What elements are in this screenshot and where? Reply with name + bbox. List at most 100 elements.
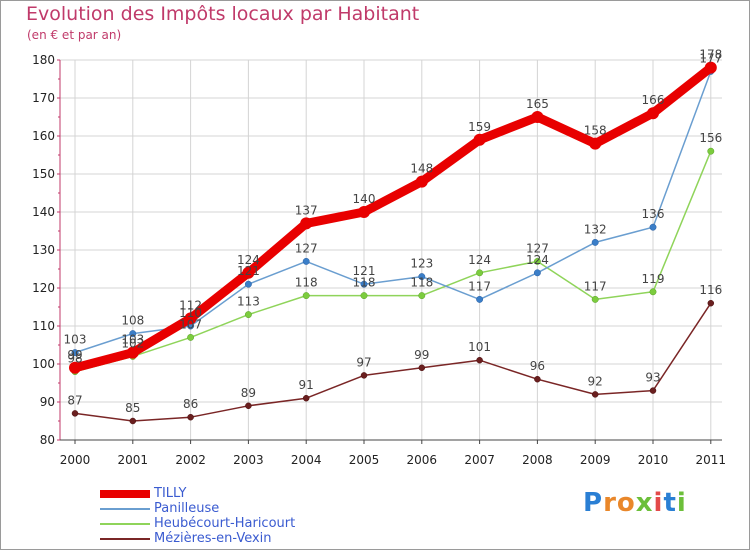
data-labels: 9910311212413714014815916515816617810310… xyxy=(64,48,723,415)
data-point-heubecourt-haricourt xyxy=(418,292,426,300)
data-point-panilleuse xyxy=(129,330,137,338)
data-point-mezieres-en-vexin xyxy=(129,417,137,425)
y-tick-label: 100 xyxy=(32,357,55,371)
logo-letter: o xyxy=(616,488,636,518)
data-point-mezieres-en-vexin xyxy=(534,375,541,383)
data-label-tilly: 137 xyxy=(295,203,318,217)
y-tick-label: 140 xyxy=(32,205,55,219)
data-point-mezieres-en-vexin xyxy=(476,356,483,364)
data-point-mezieres-en-vexin xyxy=(360,372,368,379)
data-label-mezieres-en-vexin: 96 xyxy=(530,359,545,373)
y-tick-label: 90 xyxy=(40,395,55,409)
x-tick-label: 2011 xyxy=(696,453,727,467)
data-label-tilly: 99 xyxy=(67,348,82,362)
data-point-tilly xyxy=(184,312,197,325)
data-label-mezieres-en-vexin: 89 xyxy=(241,386,256,400)
chart-title: Evolution des Impôts locaux par Habitant xyxy=(26,3,420,25)
data-point-panilleuse xyxy=(244,280,252,288)
data-point-mezieres-en-vexin xyxy=(649,387,657,394)
data-point-heubecourt-haricourt xyxy=(302,292,310,300)
data-point-panilleuse xyxy=(533,269,541,277)
logo-letter: P xyxy=(583,488,604,518)
legend-item-mezieres-en-vexin: Mézières-en-Vexin xyxy=(100,531,295,546)
data-label-tilly: 158 xyxy=(584,124,607,138)
data-label-heubecourt-haricourt: 117 xyxy=(584,279,607,293)
legend-item-panilleuse: Panilleuse xyxy=(100,501,295,516)
legend: TILLY Panilleuse Heubécourt-Haricourt Méziè… xyxy=(100,486,295,546)
y-tick-label: 130 xyxy=(32,243,55,257)
data-point-tilly xyxy=(589,137,602,150)
data-label-heubecourt-haricourt: 124 xyxy=(468,253,491,267)
data-label-mezieres-en-vexin: 93 xyxy=(645,371,660,385)
data-point-tilly xyxy=(358,206,370,218)
y-tick-label: 120 xyxy=(32,281,55,295)
data-point-heubecourt-haricourt xyxy=(533,257,541,265)
data-point-tilly xyxy=(300,217,313,230)
data-label-heubecourt-haricourt: 118 xyxy=(410,276,433,290)
logo-letter: t xyxy=(663,488,677,518)
logo-letter: i xyxy=(676,488,687,518)
logo-letter: x xyxy=(635,488,654,518)
y-tick-label: 180 xyxy=(32,53,55,67)
data-label-tilly: 159 xyxy=(468,120,491,134)
legend-label: Heubécourt-Haricourt xyxy=(154,516,296,531)
x-tick-label: 2001 xyxy=(118,453,149,467)
data-label-mezieres-en-vexin: 91 xyxy=(299,378,314,392)
x-tick-label: 2000 xyxy=(60,453,91,467)
x-tick-label: 2004 xyxy=(291,453,322,467)
data-label-mezieres-en-vexin: 116 xyxy=(699,283,722,297)
y-tick-label: 80 xyxy=(40,433,55,447)
data-point-heubecourt-haricourt xyxy=(707,147,715,155)
data-point-heubecourt-haricourt xyxy=(649,288,657,296)
data-point-tilly xyxy=(473,133,486,146)
data-label-tilly: 112 xyxy=(179,298,202,312)
data-point-tilly xyxy=(704,61,717,74)
data-label-panilleuse: 110 xyxy=(179,306,202,320)
data-point-tilly xyxy=(647,107,659,120)
data-point-panilleuse xyxy=(476,295,484,303)
y-tick-label: 110 xyxy=(32,319,55,333)
series-layer xyxy=(69,61,717,425)
data-label-mezieres-en-vexin: 97 xyxy=(356,355,371,369)
legend-label: Panilleuse xyxy=(154,501,220,516)
axes: 80 90 100 110 120 130 140 150 160 170 180 2000 2001 2… xyxy=(32,53,726,467)
data-label-heubecourt-haricourt: 119 xyxy=(642,272,665,286)
legend-swatch xyxy=(100,522,150,525)
data-label-panilleuse: 103 xyxy=(64,333,87,347)
data-label-panilleuse: 121 xyxy=(237,264,260,278)
data-label-heubecourt-haricourt: 127 xyxy=(526,241,549,255)
data-label-mezieres-en-vexin: 99 xyxy=(414,348,429,362)
data-label-panilleuse: 136 xyxy=(642,207,665,221)
grid-lines xyxy=(60,59,722,440)
legend-label: Mézières-en-Vexin xyxy=(154,531,272,546)
data-label-mezieres-en-vexin: 87 xyxy=(67,393,82,407)
data-point-panilleuse xyxy=(649,223,657,231)
data-label-panilleuse: 132 xyxy=(584,222,607,236)
data-point-panilleuse xyxy=(418,273,426,281)
data-label-panilleuse: 123 xyxy=(410,257,433,271)
data-label-panilleuse: 117 xyxy=(468,279,491,293)
y-tick-label: 170 xyxy=(32,91,55,105)
data-point-heubecourt-haricourt xyxy=(476,269,484,277)
data-point-panilleuse xyxy=(71,349,79,357)
data-label-panilleuse: 127 xyxy=(295,241,318,255)
x-tick-label: 2006 xyxy=(407,453,438,467)
data-point-tilly xyxy=(242,266,255,279)
data-point-mezieres-en-vexin xyxy=(418,364,426,372)
x-tick-label: 2008 xyxy=(522,453,553,467)
y-tick-label: 160 xyxy=(32,129,55,143)
data-label-panilleuse: 121 xyxy=(353,264,376,278)
legend-swatch xyxy=(100,489,150,498)
data-point-heubecourt-haricourt xyxy=(591,295,599,303)
logo-letter: i xyxy=(653,488,664,518)
series-line-tilly xyxy=(70,63,716,373)
data-point-tilly xyxy=(415,175,428,188)
data-label-panilleuse: 177 xyxy=(699,51,722,65)
data-point-mezieres-en-vexin xyxy=(245,402,252,410)
data-label-heubecourt-haricourt: 118 xyxy=(295,276,318,290)
data-label-tilly: 124 xyxy=(237,253,260,267)
data-point-heubecourt-haricourt xyxy=(360,292,368,300)
data-point-panilleuse xyxy=(360,280,368,288)
data-label-heubecourt-haricourt: 113 xyxy=(237,295,260,309)
